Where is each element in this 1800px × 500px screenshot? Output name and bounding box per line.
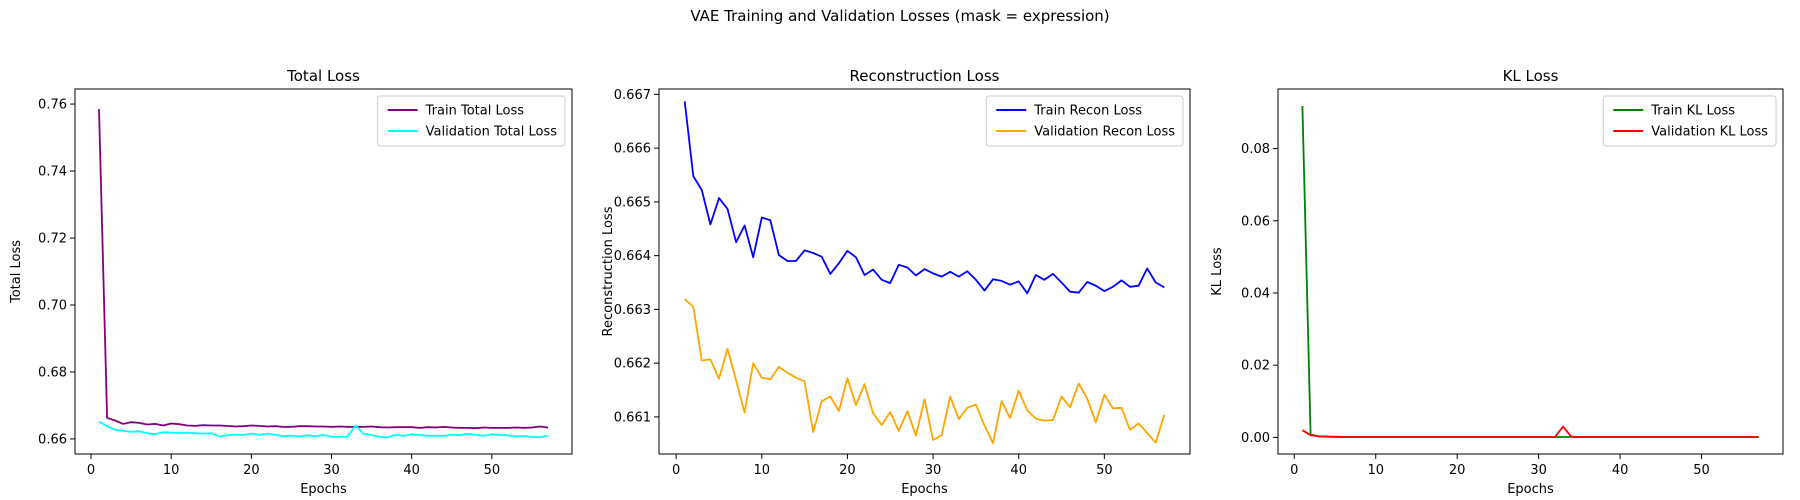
- x-tick-label: 30: [1530, 463, 1547, 478]
- chart-panel-2: KL Loss 0 10 20 30 40 50 0.00 0.02 0.04 0.06 0.08 Ep…: [1210, 67, 1784, 497]
- y-tick-label: 0.664: [614, 249, 651, 264]
- x-tick-label: 0: [1290, 463, 1298, 478]
- x-tick-label: 10: [1367, 463, 1384, 478]
- x-tick-label: 30: [323, 463, 340, 478]
- y-tick-label: 0.74: [38, 165, 67, 180]
- y-tick-label: 0.662: [614, 357, 651, 372]
- x-tick-label: 50: [484, 463, 501, 478]
- y-tick-label: 0.76: [38, 98, 67, 113]
- x-axis-label: Epochs: [1507, 482, 1554, 497]
- x-tick-label: 50: [1693, 463, 1710, 478]
- chart-panel-0: Total Loss 0 10 20 30 40 50 0.66 0.68 0.70 0.72 0.7…: [9, 67, 573, 497]
- series-line-0: [98, 109, 549, 430]
- x-tick-label: 10: [163, 463, 180, 478]
- chart-title: Total Loss: [286, 67, 360, 85]
- chart-panel-1: Reconstruction Loss 0 10 20 30 40 50 0.661 0.662…: [601, 67, 1191, 497]
- y-tick-label: 0.06: [1241, 214, 1270, 229]
- legend-box: [985, 95, 1184, 147]
- series-group: [98, 109, 549, 439]
- legend: Train Total Loss Validation Total Loss: [377, 95, 566, 147]
- y-tick-label: 0.08: [1241, 142, 1270, 157]
- x-tick-label: 30: [925, 463, 942, 478]
- x-axis-label: Epochs: [300, 482, 347, 497]
- legend-label: Train KL Loss: [1650, 104, 1735, 119]
- y-tick-label: 0.72: [38, 232, 67, 247]
- axes-frame: [74, 88, 573, 455]
- x-tick-label: 0: [672, 463, 680, 478]
- y-tick-label: 0.66: [38, 432, 67, 447]
- y-tick-label: 0.00: [1241, 431, 1270, 446]
- y-tick-label: 0.04: [1241, 286, 1270, 301]
- legend: Train Recon Loss Validation Recon Loss: [985, 95, 1184, 147]
- y-axis-label: Total Loss: [9, 240, 24, 304]
- x-tick-label: 50: [1096, 463, 1113, 478]
- legend: Train KL Loss Validation KL Loss: [1602, 95, 1777, 147]
- y-tick-label: 0.70: [38, 298, 67, 313]
- legend-label: Validation Recon Loss: [1034, 125, 1175, 140]
- y-tick-label: 0.68: [38, 365, 67, 380]
- x-tick-label: 20: [1449, 463, 1466, 478]
- x-tick-label: 40: [403, 463, 420, 478]
- x-tick-label: 0: [87, 463, 95, 478]
- legend-label: Train Total Loss: [425, 104, 525, 119]
- y-tick-label: 0.661: [614, 410, 651, 425]
- y-tick-label: 0.02: [1241, 359, 1270, 374]
- x-tick-label: 20: [243, 463, 260, 478]
- legend-box: [1602, 95, 1777, 147]
- series-line-1: [1301, 425, 1759, 438]
- axes-frame: [658, 88, 1191, 455]
- y-tick-label: 0.665: [614, 195, 651, 210]
- x-tick-label: 10: [754, 463, 771, 478]
- x-tick-label: 40: [1612, 463, 1629, 478]
- figure-suptitle: VAE Training and Validation Losses (mask…: [690, 7, 1109, 25]
- chart-title: Reconstruction Loss: [850, 67, 1000, 85]
- y-axis-label: KL Loss: [1210, 247, 1225, 296]
- series-line-0: [683, 101, 1165, 295]
- y-tick-label: 0.666: [614, 142, 651, 157]
- series-line-1: [684, 298, 1166, 445]
- series-group: [683, 101, 1166, 445]
- legend-label: Validation Total Loss: [426, 125, 558, 140]
- y-tick-label: 0.663: [614, 303, 651, 318]
- legend-label: Train Recon Loss: [1033, 104, 1142, 119]
- x-tick-label: 20: [839, 463, 856, 478]
- y-tick-label: 0.667: [614, 88, 651, 103]
- x-axis-label: Epochs: [901, 482, 948, 497]
- axes-frame: [1277, 88, 1784, 455]
- x-tick-label: 40: [1010, 463, 1027, 478]
- legend-label: Validation KL Loss: [1651, 125, 1768, 140]
- series-line-1: [98, 420, 549, 439]
- series-group: [1301, 105, 1759, 438]
- chart-title: KL Loss: [1503, 67, 1559, 85]
- y-axis-label: Reconstruction Loss: [601, 206, 616, 336]
- legend-box: [377, 95, 566, 147]
